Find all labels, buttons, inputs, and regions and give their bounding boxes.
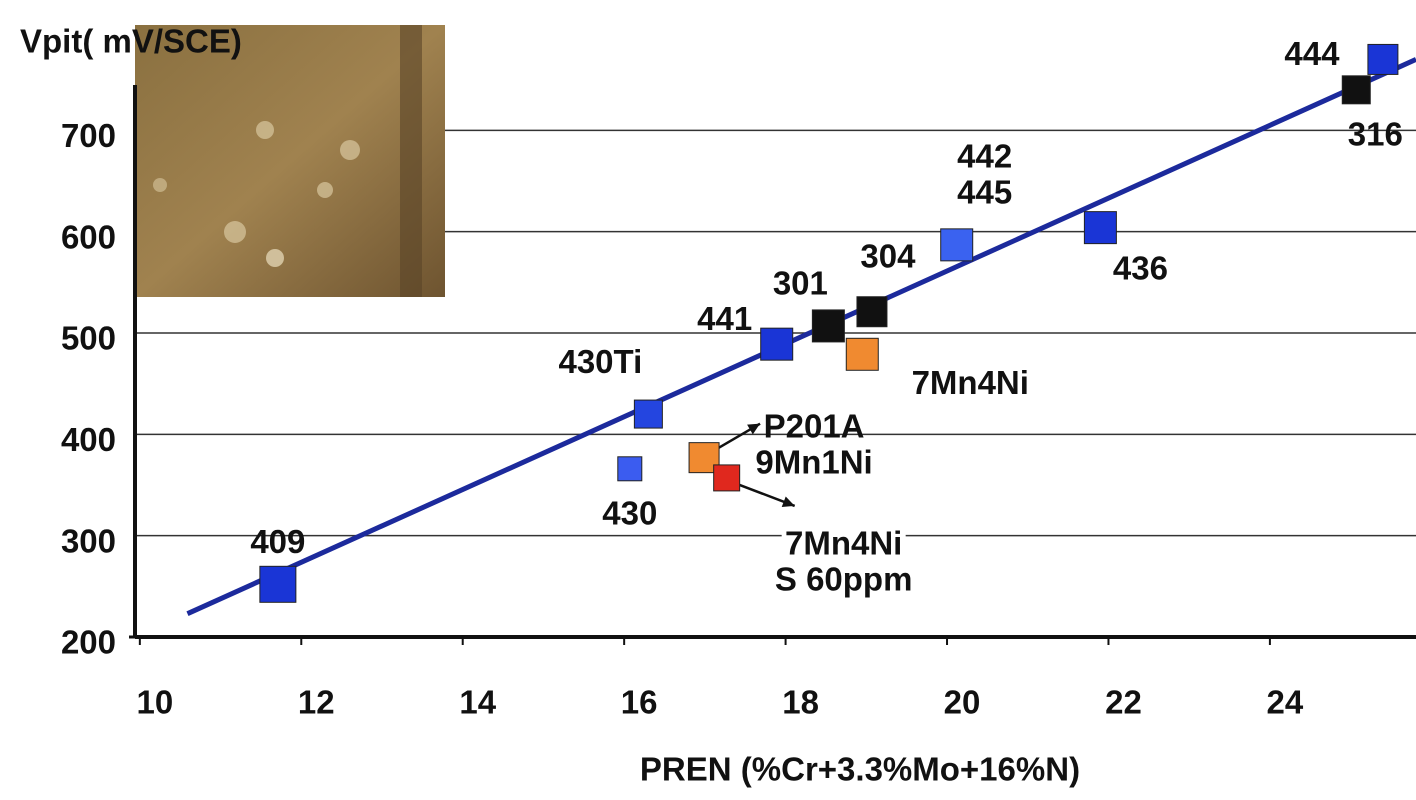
point-label: 445 [957, 174, 1012, 211]
point-label: 409 [250, 523, 305, 560]
x-tick-label: 24 [1267, 684, 1304, 721]
x-tick-label: 20 [944, 684, 981, 721]
x-tick-label: 12 [298, 684, 335, 721]
point-label: 430 [602, 495, 657, 532]
data-point [633, 399, 663, 429]
x-tick-label: 10 [136, 684, 173, 721]
x-tick-label: 14 [459, 684, 496, 721]
data-point [1083, 211, 1117, 245]
arrow-head [781, 496, 795, 508]
point-label: 301 [773, 265, 828, 302]
point-label: 436 [1113, 249, 1168, 286]
arrow-head [747, 423, 761, 435]
point-label: 441 [697, 300, 752, 337]
point-label: 442 [957, 138, 1012, 175]
x-tick-label: 18 [782, 684, 819, 721]
x-tick-label: 22 [1105, 684, 1142, 721]
point-label: S 60ppm [775, 561, 913, 598]
y-tick-label: 400 [61, 421, 116, 458]
x-axis-title: PREN (%Cr+3.3%Mo+16%N) [640, 751, 1080, 788]
data-point [811, 309, 845, 343]
trend-line [186, 57, 1416, 616]
point-label: 304 [860, 237, 916, 274]
y-axis-title: Vpit( mV/SCE) [20, 23, 242, 60]
data-point [940, 228, 974, 262]
point-label: 430Ti [558, 343, 642, 380]
data-point [845, 337, 879, 371]
point-label: 7Mn4Ni [912, 364, 1029, 401]
y-tick-label: 500 [61, 320, 116, 357]
y-tick-label: 300 [61, 522, 116, 559]
data-point [617, 456, 643, 482]
point-label: 7Mn4Ni [785, 525, 902, 562]
data-point [259, 565, 297, 603]
data-point [713, 464, 741, 492]
data-point [760, 327, 794, 361]
y-tick-label: 200 [61, 624, 116, 661]
point-label: P201A [764, 407, 865, 444]
x-tick-label: 16 [621, 684, 658, 721]
y-tick-label: 600 [61, 218, 116, 255]
data-point [856, 296, 888, 328]
point-label: 444 [1284, 35, 1340, 72]
label-bg [781, 527, 906, 564]
point-label: 9Mn1Ni [755, 443, 872, 480]
data-point [1367, 43, 1399, 75]
point-label: 316 [1348, 116, 1403, 153]
y-tick-label: 700 [61, 117, 116, 154]
photo-inset [135, 25, 445, 297]
data-point [1341, 75, 1371, 105]
